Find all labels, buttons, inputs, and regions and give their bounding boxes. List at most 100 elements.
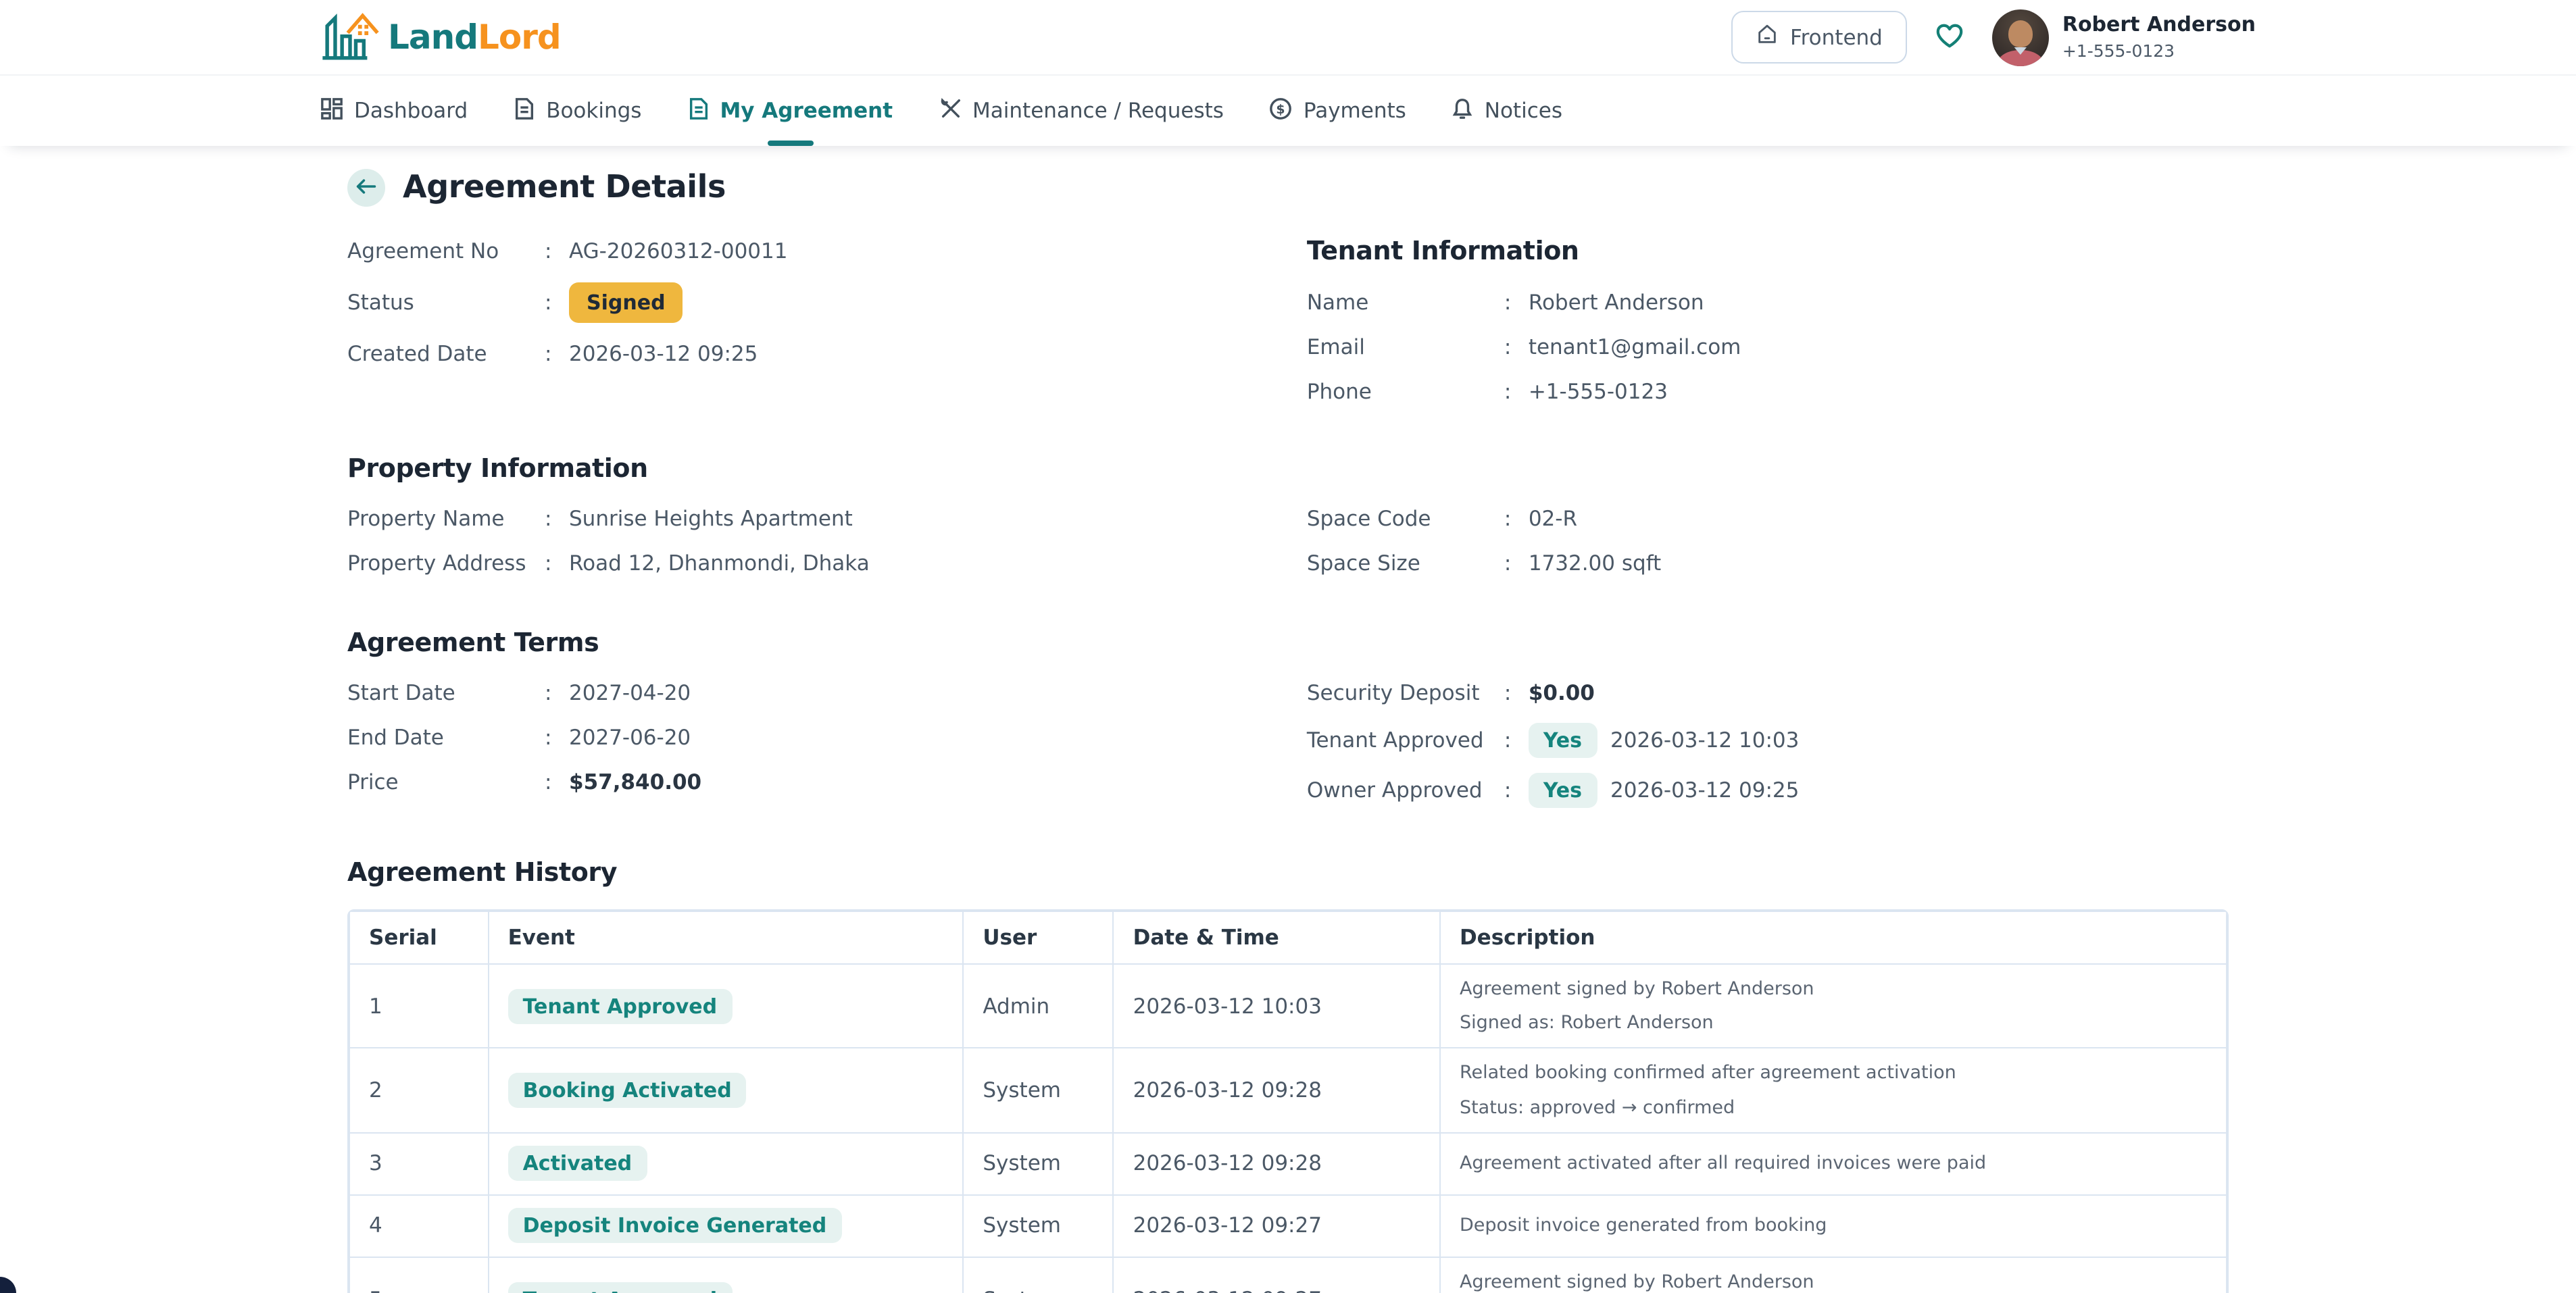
nav-item-notices[interactable]: Notices [1452,76,1562,146]
status-label: Status [347,290,414,315]
end-date-row: End Date : 2027-06-20 [347,726,691,750]
end-date-value: 2027-06-20 [569,726,691,750]
description-cell: Related booking confirmed after agreemen… [1439,1047,2227,1134]
datetime-cell: 2026-03-12 09:27 [1112,1256,1441,1293]
nav-item-dashboard[interactable]: Dashboard [320,76,468,146]
start-date-row: Start Date : 2027-04-20 [347,681,691,705]
property-name-value: Sunrise Heights Apartment [569,507,853,531]
datetime-cell: 2026-03-12 10:03 [1112,963,1441,1049]
notices-bell-icon [1452,97,1474,125]
datetime-cell: 2026-03-12 09:28 [1112,1047,1441,1134]
logo-wordmark: LandLord [388,18,562,57]
user-cell: System [962,1047,1114,1134]
user-name: Robert Anderson [2062,12,2256,37]
status-badge: Signed [569,282,683,323]
status-row: Status : Signed [347,282,1307,323]
owner-approved-date: 2026-03-12 09:25 [1610,778,1800,803]
created-date-label: Created Date [347,342,487,366]
column-header-description: Description [1439,911,2227,965]
datetime-cell: 2026-03-12 09:28 [1112,1132,1441,1196]
landlord-buildings-house-icon [320,7,380,67]
main-navigation: Dashboard Bookings My Agreement [0,76,2576,146]
agreement-history-table: Serial Event User Date & Time Descriptio… [347,909,2229,1293]
event-badge: Tenant Approved [507,988,733,1024]
space-code-value: 02-R [1528,507,1577,531]
agreement-no-value: AG-20260312-00011 [569,239,788,263]
user-cell: Admin [962,963,1114,1049]
frontend-button[interactable]: Frontend [1731,11,1907,64]
agreement-file-icon [687,97,709,125]
description-cell: Agreement activated after all required i… [1439,1132,2227,1196]
maintenance-tools-icon [939,97,962,125]
svg-text:$: $ [1277,101,1285,116]
table-row: 3 Activated System 2026-03-12 09:28 Agre… [349,1132,2227,1196]
cursor-corner-shape [0,1277,16,1293]
tenant-name-row: Name : Robert Anderson [1306,290,1704,315]
table-header-row: Serial Event User Date & Time Descriptio… [349,911,2227,965]
datetime-cell: 2026-03-12 09:27 [1112,1194,1441,1258]
user-cell: System [962,1132,1114,1196]
column-header-user: User [962,911,1114,965]
description-cell: Deposit invoice generated from booking [1439,1194,2227,1258]
description-cell: Agreement signed by Robert Anderson Sign… [1439,1256,2227,1293]
nav-item-bookings[interactable]: Bookings [514,76,641,146]
nav-label: Maintenance / Requests [972,99,1224,123]
nav-item-payments[interactable]: $ Payments [1270,76,1406,146]
table-row: 2 Booking Activated System 2026-03-12 09… [349,1047,2227,1134]
nav-label: Dashboard [354,99,468,123]
agreement-no-label: Agreement No [347,239,499,263]
event-badge: Booking Activated [507,1073,747,1109]
space-code-row: Space Code : 02-R [1306,507,1577,531]
user-cell: System [962,1256,1114,1293]
serial-cell: 1 [349,963,489,1049]
created-date-value: 2026-03-12 09:25 [569,342,758,366]
favorites-heart-button[interactable] [1934,21,1965,53]
description-cell: Agreement signed by Robert Anderson Sign… [1439,963,2227,1049]
start-date-value: 2027-04-20 [569,681,691,705]
dashboard-grid-icon [320,97,343,125]
nav-label: Bookings [546,99,642,123]
column-header-serial: Serial [349,911,489,965]
landlord-logo[interactable]: LandLord [320,7,562,67]
serial-cell: 3 [349,1132,489,1196]
event-badge: Deposit Invoice Generated [507,1208,842,1244]
space-size-row: Space Size : 1732.00 sqft [1306,551,1662,576]
space-size-value: 1732.00 sqft [1528,551,1662,576]
price-value: $57,840.00 [569,770,702,794]
avatar [1991,9,2049,66]
nav-label: My Agreement [720,99,893,123]
agreement-terms-section: Agreement Terms Start Date : 2027-04-20 … [347,628,2229,823]
tenant-approved-badge: Yes [1528,723,1597,758]
nav-item-maintenance-requests[interactable]: Maintenance / Requests [939,76,1224,146]
tenant-name-value: Robert Anderson [1528,290,1704,315]
nav-item-my-agreement[interactable]: My Agreement [687,76,893,146]
back-button[interactable] [347,169,385,207]
user-profile-chip[interactable]: Robert Anderson +1-555-0123 [1991,9,2256,66]
price-row: Price : $57,840.00 [347,770,702,794]
event-badge: Activated [507,1146,647,1182]
serial-cell: 5 [349,1256,489,1293]
tenant-approved-row: Tenant Approved : Yes 2026-03-12 10:03 [1307,723,2229,758]
home-icon [1755,23,1778,51]
agreement-no-row: Agreement No : AG-20260312-00011 [347,239,788,263]
owner-approved-row: Owner Approved : Yes 2026-03-12 09:25 [1307,773,2229,808]
tenant-email-row: Email : tenant1@gmail.com [1306,335,1741,359]
agreement-details-page: Agreement Details Agreement No : AG-2026… [347,146,2229,1293]
property-address-row: Property Address : Road 12, Dhanmondi, D… [347,551,870,576]
nav-label: Notices [1484,99,1562,123]
owner-approved-badge: Yes [1528,773,1597,808]
nav-label: Payments [1303,99,1406,123]
security-deposit-row: Security Deposit : $0.00 [1306,681,1595,705]
event-badge: Tenant Approved [507,1282,733,1293]
tenant-phone-value: +1-555-0123 [1528,380,1668,404]
agreement-terms-title: Agreement Terms [347,628,599,658]
user-phone: +1-555-0123 [2062,41,2175,61]
tenant-information-title: Tenant Information [1306,236,1579,266]
security-deposit-value: $0.00 [1528,681,1595,705]
arrow-left-icon [355,176,377,199]
agreement-history-section: Agreement History Serial Event User Date… [347,858,2229,1293]
agreement-history-title: Agreement History [347,858,618,888]
serial-cell: 2 [349,1047,489,1134]
payments-dollar-icon: $ [1270,97,1293,125]
